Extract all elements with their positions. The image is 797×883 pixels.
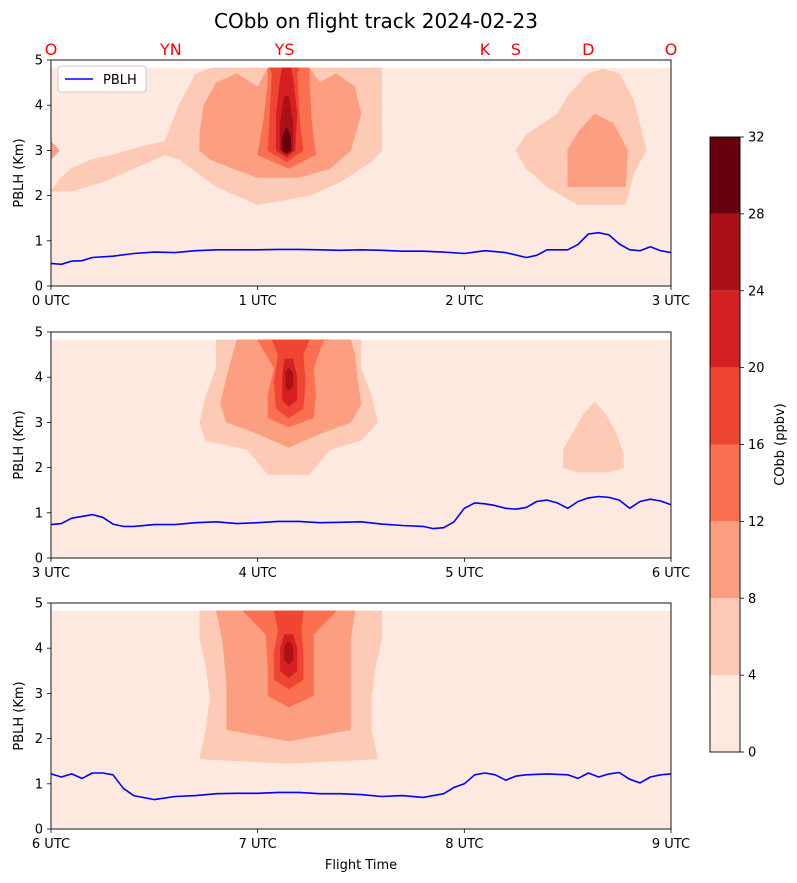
x-tick-label: 7 UTC <box>239 837 277 852</box>
contour-fill-24 <box>284 641 294 665</box>
y-tick-label: 3 <box>35 416 43 431</box>
y-tick-label: 3 <box>35 687 43 702</box>
colorbar-tick-label: 20 <box>748 361 765 376</box>
colorbar-swatch <box>710 598 740 676</box>
pblh-line <box>50 231 672 266</box>
colorbar-swatch <box>710 137 740 214</box>
colorbar-swatch <box>710 675 740 752</box>
y-tick-label: 0 <box>35 280 43 295</box>
y-tick-label: 3 <box>35 144 43 159</box>
panel-2: 0 1 2 3 4 5 3 UTC 4 UTC 5 UTC 6 UTC PBLH (Km) <box>12 326 690 582</box>
legend-label: PBLH <box>103 73 137 88</box>
colorbar-tick-label: 24 <box>748 284 765 299</box>
x-tick-label: 4 UTC <box>239 566 277 581</box>
y-tick-label: 5 <box>35 54 43 69</box>
panel-1: 0 1 2 3 4 5 0 UTC 1 UTC 2 UTC 3 UTC PBLH (Km) PBLH <box>12 54 690 310</box>
y-axis-label: PBLH (Km) <box>12 138 27 207</box>
y-tick-label: 0 <box>35 823 43 838</box>
y-tick-label: 1 <box>35 506 43 521</box>
colorbar-swatch <box>710 290 740 368</box>
x-tick-label: 9 UTC <box>652 837 690 852</box>
y-axis-label: PBLH (Km) <box>12 681 27 750</box>
contour-fill-8 <box>567 113 628 187</box>
axes-frame <box>50 59 672 287</box>
colorbar-tick-label: 32 <box>748 131 765 146</box>
y-tick-label: 4 <box>35 371 43 386</box>
y-tick-label: 1 <box>35 234 43 249</box>
station-label: K <box>480 40 491 59</box>
axes-frame <box>50 331 672 559</box>
station-label: O <box>45 40 58 59</box>
y-tick-label: 1 <box>35 777 43 792</box>
x-tick-label: 5 UTC <box>445 566 483 581</box>
station-label: YS <box>274 40 295 59</box>
x-tick-label: 0 UTC <box>32 294 70 309</box>
x-tick-label: 8 UTC <box>445 837 483 852</box>
station-labels: O YN YS K S D O <box>45 40 678 59</box>
colorbar-label: CObb (ppbv) <box>773 403 788 486</box>
panel-3: 0 1 2 3 4 5 6 UTC 7 UTC 8 UTC 9 UTC PBLH (Km) <box>12 597 690 853</box>
y-tick-label: 2 <box>35 732 43 747</box>
x-tick-label: 2 UTC <box>445 294 483 309</box>
colorbar-tick-label: 8 <box>748 592 756 607</box>
colorbar-tick-label: 12 <box>748 515 765 530</box>
station-label: YN <box>159 40 182 59</box>
y-tick-label: 2 <box>35 461 43 476</box>
x-axis-label: Flight Time <box>325 858 397 873</box>
x-tick-label: 1 UTC <box>239 294 277 309</box>
contour-fill-24 <box>285 367 294 392</box>
colorbar: 0 4 8 12 16 20 24 28 32 CObb (ppbv) <box>709 131 788 761</box>
colorbar-tick-label: 0 <box>748 746 756 761</box>
x-tick-label: 6 UTC <box>32 837 70 852</box>
station-label: S <box>511 40 521 59</box>
pblh-line <box>50 771 672 801</box>
colorbar-swatch <box>710 521 740 599</box>
colorbar-tick-label: 28 <box>748 207 765 222</box>
contour-fill-4 <box>563 401 624 473</box>
y-axis-label: PBLH (Km) <box>12 410 27 479</box>
legend: PBLH <box>57 65 147 93</box>
station-label: O <box>665 40 678 59</box>
y-tick-label: 2 <box>35 189 43 204</box>
colorbar-swatch <box>710 367 740 445</box>
colorbar-swatch <box>710 213 740 291</box>
y-tick-label: 0 <box>35 552 43 567</box>
x-tick-label: 3 UTC <box>652 294 690 309</box>
legend-box <box>57 65 147 93</box>
contour-fill-28 <box>282 127 292 153</box>
y-tick-label: 4 <box>35 99 43 114</box>
y-tick-label: 4 <box>35 642 43 657</box>
station-label: D <box>582 40 594 59</box>
colorbar-swatch <box>710 444 740 522</box>
axes-frame <box>50 602 672 830</box>
chart-title: CObb on flight track 2024-02-23 <box>214 9 538 33</box>
colorbar-tick-label: 16 <box>748 438 765 453</box>
colorbar-tick-label: 4 <box>748 669 756 684</box>
y-tick-label: 5 <box>35 597 43 612</box>
x-tick-label: 3 UTC <box>32 566 70 581</box>
pblh-line <box>50 495 672 530</box>
x-tick-label: 6 UTC <box>652 566 690 581</box>
y-tick-label: 5 <box>35 326 43 341</box>
